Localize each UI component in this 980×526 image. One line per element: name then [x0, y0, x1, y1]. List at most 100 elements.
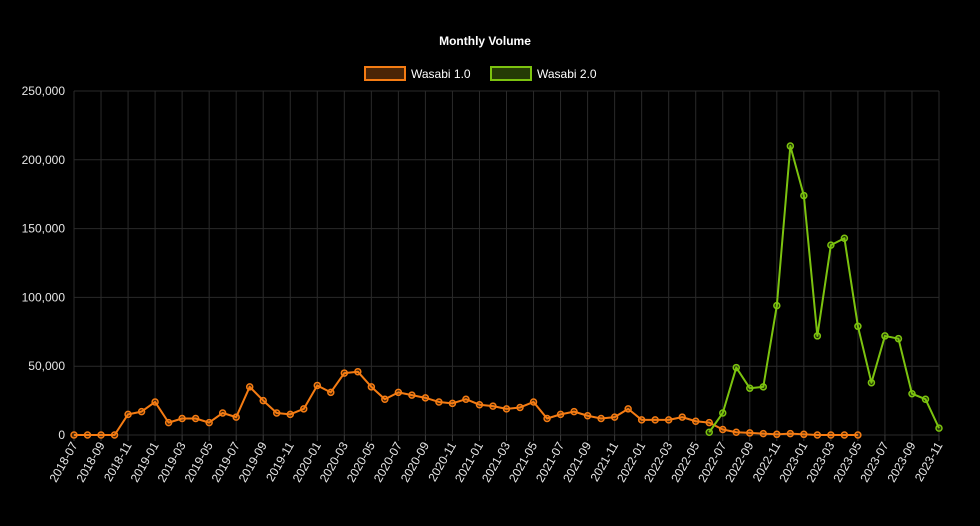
data-point[interactable] — [245, 383, 254, 391]
legend-label: Wasabi 2.0 — [537, 67, 597, 81]
legend-swatch — [490, 66, 532, 81]
legend-item-wasabi-2-0[interactable]: Wasabi 2.0 — [490, 66, 597, 81]
data-point[interactable] — [786, 142, 795, 150]
data-point[interactable] — [232, 413, 240, 421]
data-point[interactable] — [516, 403, 524, 412]
y-tick-label: 50,000 — [28, 359, 65, 373]
data-point[interactable] — [70, 431, 78, 439]
data-point[interactable] — [259, 396, 267, 405]
data-point[interactable] — [678, 413, 686, 421]
data-point[interactable] — [732, 363, 741, 372]
data-point[interactable] — [489, 402, 497, 410]
data-point[interactable] — [867, 378, 876, 387]
data-point[interactable] — [394, 388, 403, 397]
data-point[interactable] — [894, 334, 903, 343]
data-point[interactable] — [340, 369, 349, 377]
data-point[interactable] — [597, 414, 605, 423]
data-point[interactable] — [151, 398, 159, 406]
data-point[interactable] — [705, 418, 713, 427]
data-point[interactable] — [435, 398, 443, 406]
y-tick-label: 100,000 — [22, 290, 66, 304]
data-point[interactable] — [719, 409, 727, 417]
data-point[interactable] — [610, 413, 619, 421]
data-point[interactable] — [300, 405, 308, 413]
data-point[interactable] — [921, 395, 930, 403]
data-point[interactable] — [178, 414, 186, 423]
data-point[interactable] — [746, 384, 754, 392]
data-point[interactable] — [124, 410, 132, 419]
data-point[interactable] — [651, 416, 659, 424]
axes: 050,000100,000150,000200,000250,0002018-… — [22, 84, 946, 485]
legend-label: Wasabi 1.0 — [411, 67, 471, 81]
data-point[interactable] — [800, 430, 808, 439]
data-point[interactable] — [83, 431, 92, 439]
data-point[interactable] — [164, 418, 173, 427]
data-point[interactable] — [881, 332, 889, 340]
legend[interactable]: Wasabi 1.0 Wasabi 2.0 — [364, 66, 597, 81]
data-point[interactable] — [354, 367, 362, 376]
data-point[interactable] — [705, 428, 713, 436]
data-point[interactable] — [205, 418, 213, 427]
data-point[interactable] — [137, 407, 146, 416]
chart-title: Monthly Volume — [439, 34, 531, 48]
data-point[interactable] — [827, 431, 835, 439]
series-wasabi-1-0 — [70, 367, 862, 439]
data-point[interactable] — [421, 394, 430, 402]
data-point[interactable] — [570, 407, 578, 416]
data-point[interactable] — [935, 424, 943, 432]
series-wasabi-2-0 — [705, 142, 943, 436]
data-point[interactable] — [637, 416, 646, 424]
data-point[interactable] — [759, 429, 768, 438]
data-point[interactable] — [813, 332, 822, 340]
data-point[interactable] — [475, 400, 484, 409]
y-tick-label: 250,000 — [22, 84, 66, 98]
data-point[interactable] — [381, 395, 389, 403]
grid — [73, 90, 940, 441]
data-point[interactable] — [840, 234, 849, 242]
data-point[interactable] — [272, 409, 281, 417]
data-point[interactable] — [529, 398, 538, 406]
data-point[interactable] — [840, 431, 849, 439]
data-point[interactable] — [732, 428, 741, 436]
data-point[interactable] — [583, 411, 592, 420]
data-point[interactable] — [746, 429, 754, 437]
data-point[interactable] — [543, 414, 551, 423]
series-group — [70, 142, 943, 439]
data-point[interactable] — [827, 241, 835, 249]
data-point[interactable] — [759, 383, 768, 391]
series-line-wasabi-2-0 — [708, 145, 940, 433]
data-point[interactable] — [556, 410, 565, 419]
data-point[interactable] — [448, 399, 457, 408]
y-tick-label: 200,000 — [22, 153, 66, 167]
y-tick-label: 0 — [58, 428, 65, 442]
data-point[interactable] — [502, 405, 511, 413]
data-point[interactable] — [313, 381, 322, 390]
data-point[interactable] — [218, 409, 227, 417]
data-point[interactable] — [773, 301, 781, 310]
data-point[interactable] — [813, 431, 822, 439]
data-point[interactable] — [191, 414, 200, 423]
data-point[interactable] — [854, 431, 862, 439]
data-point[interactable] — [462, 395, 470, 403]
data-point[interactable] — [719, 425, 727, 434]
data-point[interactable] — [624, 405, 632, 413]
data-point[interactable] — [664, 416, 673, 424]
data-point[interactable] — [367, 383, 376, 391]
data-point[interactable] — [854, 322, 862, 331]
data-point[interactable] — [908, 389, 916, 398]
data-point[interactable] — [691, 417, 700, 425]
data-point[interactable] — [286, 410, 294, 419]
legend-swatch — [364, 66, 406, 81]
data-point[interactable] — [800, 191, 808, 200]
data-point[interactable] — [786, 429, 795, 438]
series-line-wasabi-1-0 — [74, 370, 858, 436]
data-point[interactable] — [408, 391, 416, 399]
y-tick-label: 150,000 — [22, 222, 66, 236]
data-point[interactable] — [110, 431, 119, 439]
data-point[interactable] — [773, 430, 781, 439]
data-point[interactable] — [97, 431, 105, 439]
data-point[interactable] — [327, 388, 335, 397]
legend-item-wasabi-1-0[interactable]: Wasabi 1.0 — [364, 66, 471, 81]
